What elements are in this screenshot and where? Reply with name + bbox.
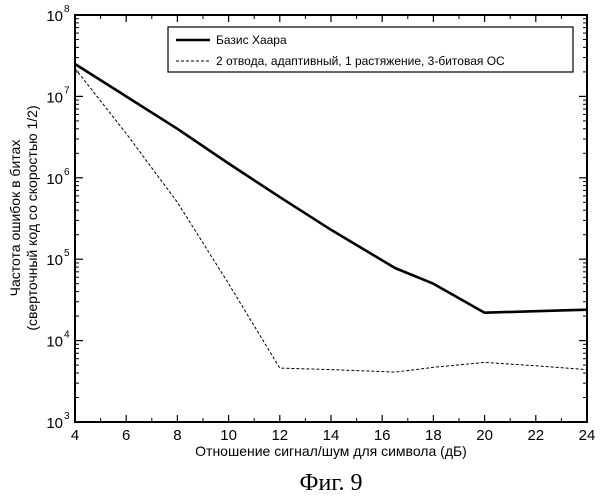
chart: 4681012141618202224 103104105106107108 Б… bbox=[0, 0, 607, 500]
series-lines bbox=[75, 64, 587, 372]
x-tick-label: 12 bbox=[271, 427, 288, 444]
x-tick-label: 8 bbox=[173, 427, 181, 444]
x-axis-label: Отношение сигнал/шум для символа (дБ) bbox=[195, 443, 467, 459]
x-tick-label: 22 bbox=[527, 427, 544, 444]
x-tick-label: 24 bbox=[579, 427, 596, 444]
x-tick-label: 6 bbox=[122, 427, 130, 444]
y-tick-label: 10 bbox=[46, 252, 63, 269]
legend-label-adaptive: 2 отвода, адаптивный, 1 растяжение, 3-би… bbox=[216, 54, 505, 68]
x-tick-label: 20 bbox=[476, 427, 493, 444]
x-tick-labels: 4 6 8 10 12 14 16 18 20 22 24 bbox=[71, 427, 596, 444]
y-tick-label: 10 bbox=[46, 171, 63, 188]
minor-ticks bbox=[75, 15, 587, 422]
y-tick-exponent: 5 bbox=[64, 248, 70, 259]
y-tick-exponent: 8 bbox=[64, 4, 70, 15]
y-tick-labels: 103104105106107108 bbox=[46, 4, 70, 432]
x-tick-label: 4 bbox=[71, 427, 79, 444]
y-tick-exponent: 7 bbox=[64, 85, 70, 96]
y-tick-exponent: 3 bbox=[64, 411, 70, 422]
legend: Базис Хаара 2 отвода, адаптивный, 1 раст… bbox=[168, 27, 573, 72]
plot-frame bbox=[75, 15, 587, 422]
y-tick-exponent: 4 bbox=[64, 330, 70, 341]
series-line-haar bbox=[75, 64, 587, 313]
major-ticks bbox=[75, 15, 587, 422]
x-tick-label: 10 bbox=[220, 427, 237, 444]
y-tick-label: 10 bbox=[46, 8, 63, 25]
y-tick-label: 10 bbox=[46, 415, 63, 432]
legend-label-haar: Базис Хаара bbox=[216, 33, 287, 47]
y-tick-label: 10 bbox=[46, 334, 63, 351]
y-axis-label-line1: Частота ошибок в битах bbox=[7, 140, 23, 297]
figure-caption: Фиг. 9 bbox=[300, 470, 363, 496]
y-axis-label-line2: (сверточный код со скоростью 1/2) bbox=[24, 105, 40, 330]
y-tick-exponent: 6 bbox=[64, 167, 70, 178]
y-tick-label: 10 bbox=[46, 89, 63, 106]
x-tick-label: 16 bbox=[374, 427, 391, 444]
x-tick-label: 18 bbox=[425, 427, 442, 444]
x-tick-label: 14 bbox=[323, 427, 340, 444]
